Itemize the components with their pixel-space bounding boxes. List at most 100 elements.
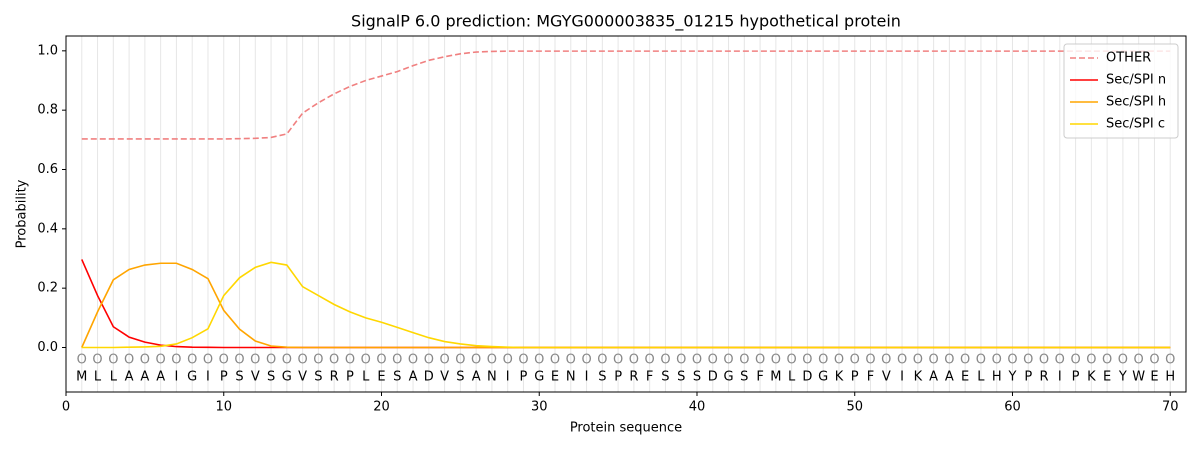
residue-label: P (851, 370, 859, 385)
annotation-label: O (960, 353, 970, 368)
residue-label: L (110, 370, 118, 385)
annotation-label: O (234, 353, 244, 368)
residue-label: F (646, 370, 653, 385)
residue-label: L (977, 370, 985, 385)
residue-label: G (282, 370, 292, 385)
residue-label: D (424, 370, 434, 385)
annotation-label: O (219, 353, 229, 368)
annotation-label: O (171, 353, 181, 368)
y-axis-label: Probability (15, 179, 30, 248)
legend-box (1063, 43, 1179, 139)
residue-label: V (882, 370, 891, 385)
annotation-label: O (818, 353, 828, 368)
residue-label: M (76, 370, 87, 385)
residue-label: R (1040, 370, 1049, 385)
residue-label: I (900, 370, 904, 385)
annotation-label: O (329, 353, 339, 368)
annotation-label: O (439, 353, 449, 368)
annotation-label: O (645, 353, 655, 368)
annotation-label: O (613, 353, 623, 368)
residue-label: A (929, 370, 938, 385)
annotation-label: O (976, 353, 986, 368)
residue-label: I (175, 370, 179, 385)
series-line (81, 50, 1171, 140)
annotation-label: O (345, 353, 355, 368)
residue-label: L (94, 370, 102, 385)
residue-label: G (187, 370, 197, 385)
annotation-label: O (1134, 353, 1144, 368)
legend: OTHER Sec/SPI n Sec/SPI h Sec/SPI c (1063, 43, 1179, 139)
legend-label: Sec/SPI h (1106, 95, 1166, 110)
annotation-label: O (723, 353, 733, 368)
annotation-label: O (787, 353, 797, 368)
residue-label: V (440, 370, 449, 385)
annotation-label: O (660, 353, 670, 368)
annotation-label: O (566, 353, 576, 368)
residue-label: G (723, 370, 733, 385)
residue-label: S (661, 370, 669, 385)
annotation-label: O (913, 353, 923, 368)
residue-label: N (566, 370, 576, 385)
annotation-label: O (313, 353, 323, 368)
y-tick-label: 0.0 (37, 340, 58, 355)
plot: OMOLOLOAOAOAOIOGOIOPOSOVOSOGOVOSOROPOLOE… (76, 50, 1175, 385)
annotation-label: O (897, 353, 907, 368)
residue-label: K (914, 370, 923, 385)
annotation-label: O (802, 353, 812, 368)
annotation-label: O (1165, 353, 1175, 368)
residue-label: Y (1118, 370, 1127, 385)
axes-frame (65, 35, 1187, 393)
annotation-label: O (1007, 353, 1017, 368)
residue-label: N (487, 370, 497, 385)
annotation-label: O (581, 353, 591, 368)
annotation-label: O (77, 353, 87, 368)
residue-label: P (346, 370, 354, 385)
annotation-label: O (992, 353, 1002, 368)
y-tick-label: 0.8 (37, 103, 58, 118)
annotation-label: O (487, 353, 497, 368)
annotation-label: O (1102, 353, 1112, 368)
residue-label: G (818, 370, 828, 385)
annotation-label: O (676, 353, 686, 368)
residue-label: V (251, 370, 260, 385)
annotation-label: O (140, 353, 150, 368)
annotation-label: O (455, 353, 465, 368)
residue-label: P (1024, 370, 1032, 385)
annotation-label: O (771, 353, 781, 368)
annotation-label: O (755, 353, 765, 368)
annotation-label: O (471, 353, 481, 368)
residue-label: R (330, 370, 339, 385)
x-tick-label: 20 (373, 400, 390, 415)
residue-label: G (534, 370, 544, 385)
residue-label: A (140, 370, 149, 385)
annotation-label: O (282, 353, 292, 368)
residue-label: S (393, 370, 401, 385)
x-tick-label: 40 (689, 400, 706, 415)
annotation-label: O (1055, 353, 1065, 368)
annotation-label: O (550, 353, 560, 368)
annotation-label: O (834, 353, 844, 368)
legend-label: Sec/SPI n (1106, 73, 1166, 88)
residue-label: S (314, 370, 322, 385)
annotation-label: O (266, 353, 276, 368)
y-tick-label: 1.0 (37, 43, 58, 58)
residue-label: E (551, 370, 559, 385)
chart-title: SignalP 6.0 prediction: MGYG000003835_01… (351, 12, 901, 32)
annotation-label: O (203, 353, 213, 368)
residue-label: P (1072, 370, 1080, 385)
residue-label: A (409, 370, 418, 385)
annotation-label: O (597, 353, 607, 368)
residue-label: D (802, 370, 812, 385)
annotation-label: O (928, 353, 938, 368)
annotation-label: O (376, 353, 386, 368)
x-tick-label: 10 (215, 400, 232, 415)
annotation-label: O (1086, 353, 1096, 368)
annotation-label: O (361, 353, 371, 368)
y-tick-label: 0.4 (37, 221, 58, 236)
annotation-label: O (1023, 353, 1033, 368)
residue-label: S (267, 370, 275, 385)
residue-label: P (520, 370, 528, 385)
y-tick-label: 0.6 (37, 162, 58, 177)
legend-label: OTHER (1106, 51, 1151, 66)
